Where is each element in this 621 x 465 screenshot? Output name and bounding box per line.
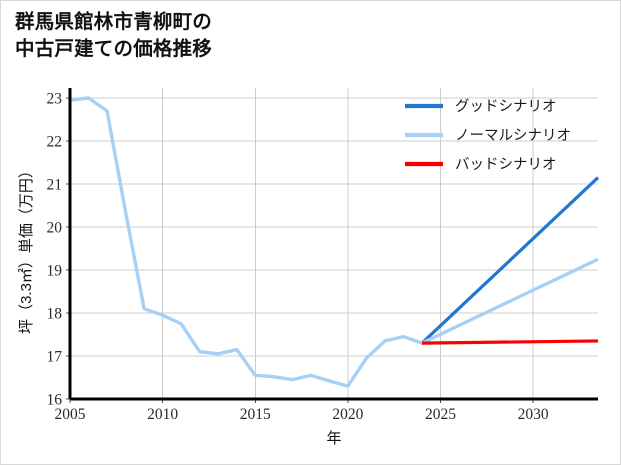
x-tick-labels: 2005 2010 2015 2020 2025 2030: [55, 406, 549, 423]
legend-label: バッドシナリオ: [455, 157, 557, 173]
chart-title: 群馬県館林市青柳町の 中古戸建ての価格推移: [15, 9, 212, 63]
y-tick-label: 23: [47, 91, 63, 108]
y-tick-label: 17: [47, 349, 63, 366]
y-tick-label: 21: [47, 177, 63, 194]
x-tick-label: 2030: [518, 406, 549, 423]
axis-spines: [68, 88, 598, 401]
x-tick-label: 2020: [332, 406, 363, 423]
x-tick-label: 2005: [55, 406, 86, 423]
legend-label: グッドシナリオ: [455, 98, 557, 115]
legend-label: ノーマルシナリオ: [455, 128, 571, 144]
y-tick-label: 19: [47, 263, 63, 280]
y-tick-label: 16: [47, 392, 63, 409]
series-line-bad: [421, 339, 599, 345]
y-tick-label: 22: [47, 134, 63, 151]
x-tick-label: 2010: [147, 406, 178, 423]
y-tick-label: 18: [47, 306, 63, 323]
x-tick-label: 2015: [240, 406, 271, 423]
series-line-normal: [69, 96, 599, 388]
chart-title-line-1: 群馬県館林市青柳町の: [15, 11, 213, 33]
data-series: [69, 96, 600, 388]
y-tick-label: 20: [47, 220, 63, 237]
x-axis-label: 年: [326, 430, 341, 447]
y-tick-labels: 16 17 18 19 20 21 22 23: [47, 91, 63, 409]
y-axis-label: 坪（3.3㎡）単価（万円）: [18, 163, 35, 334]
x-tick-label: 2025: [425, 406, 456, 423]
series-line-good: [420, 176, 600, 345]
chart-title-line-2: 中古戸建ての価格推移: [15, 37, 213, 60]
